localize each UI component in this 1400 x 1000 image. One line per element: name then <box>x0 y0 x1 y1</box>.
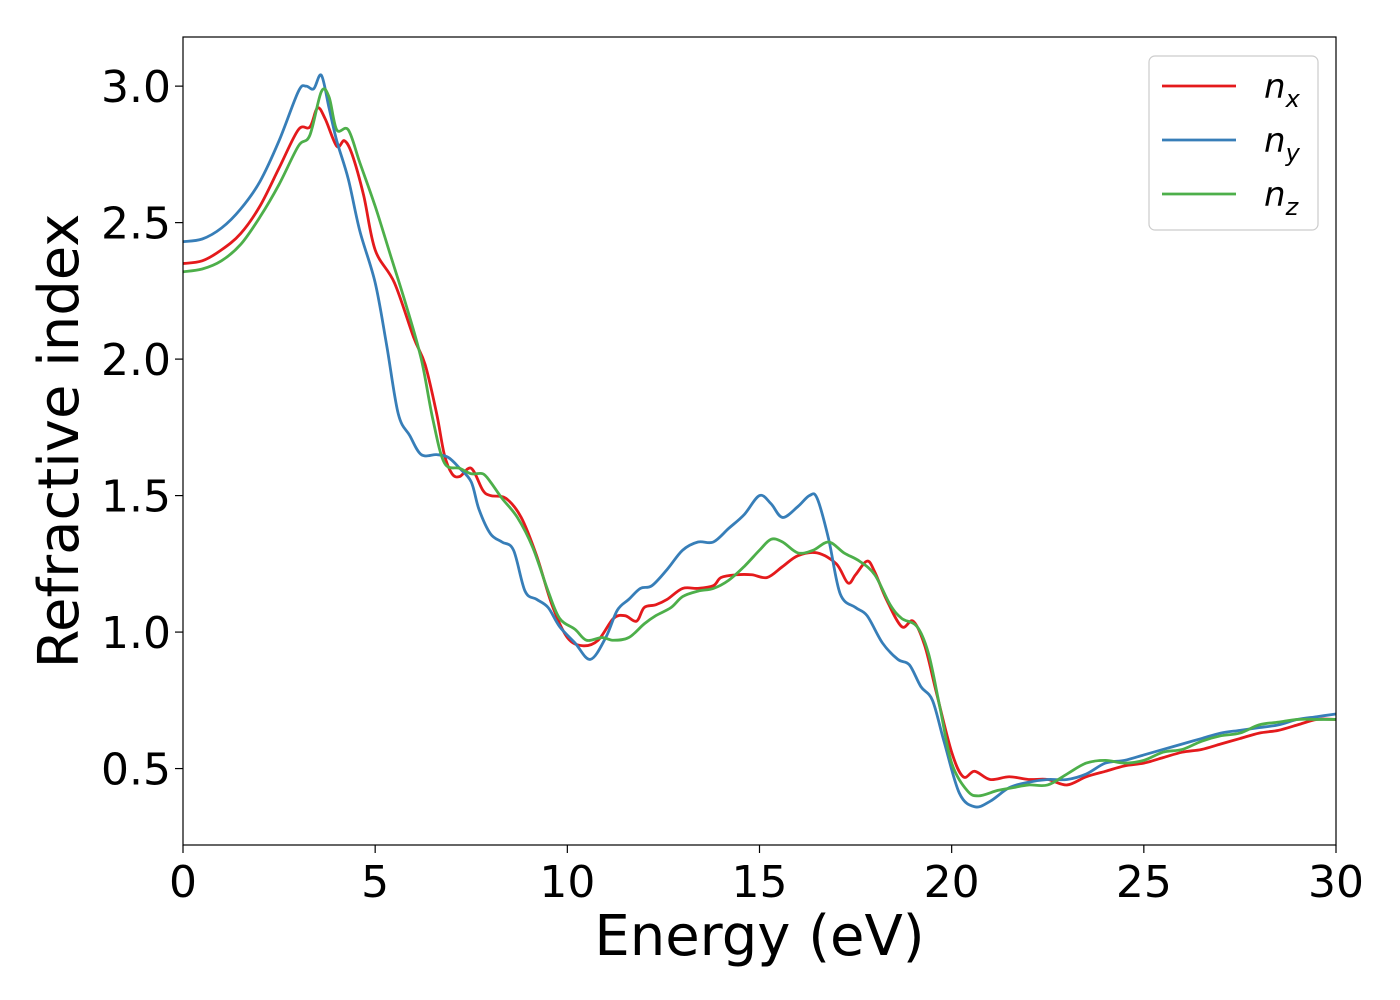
x-axis: 0 5 10 15 20 25 30 <box>169 845 1364 908</box>
plot-frame <box>182 36 1337 846</box>
x-axis-label: Energy (eV) <box>594 904 924 969</box>
y-tick-label: 0.5 <box>101 745 171 796</box>
legend-box <box>1148 55 1319 231</box>
x-tick-label: 20 <box>924 857 980 908</box>
legend: nx ny nz <box>1148 55 1319 231</box>
y-axis: 0.5 1.0 1.5 2.0 2.5 3.0 <box>101 62 183 796</box>
legend-label-ny: ny <box>1264 121 1301 167</box>
x-tick-label: 10 <box>539 857 595 908</box>
x-tick-label: 0 <box>169 857 197 908</box>
y-tick-label: 1.5 <box>101 472 171 523</box>
series-line-nz <box>183 87 1336 798</box>
series-line-ny <box>183 73 1336 809</box>
y-tick-label: 2.0 <box>101 335 171 386</box>
x-tick-label: 25 <box>1116 857 1172 908</box>
x-tick-label: 5 <box>361 857 389 908</box>
plot-area <box>183 73 1336 809</box>
series-line-nx <box>183 106 1336 787</box>
legend-label-nx: nx <box>1264 67 1301 113</box>
x-tick-label: 15 <box>732 857 788 908</box>
y-axis-label: Refractive index <box>27 214 92 669</box>
y-tick-label: 2.5 <box>101 199 171 250</box>
y-tick-label: 1.0 <box>101 608 171 659</box>
y-tick-label: 3.0 <box>101 62 171 113</box>
x-tick-label: 30 <box>1308 857 1364 908</box>
legend-label-nz: nz <box>1264 175 1300 221</box>
